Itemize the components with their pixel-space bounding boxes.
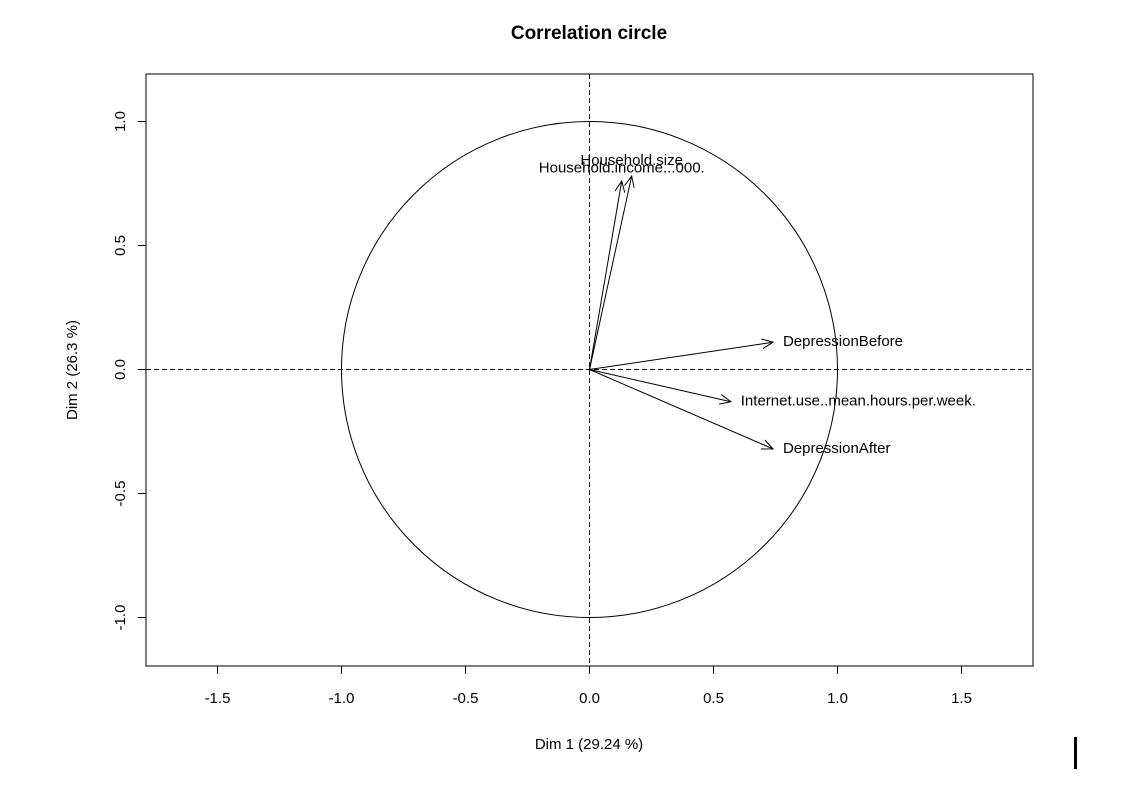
- variable-label: Household.size: [580, 152, 683, 169]
- x-axis-label: Dim 1 (29.24 %): [535, 736, 643, 753]
- arrow-shaft: [589, 341, 774, 370]
- x-tick-label: -1.0: [329, 690, 355, 707]
- arrow-shaft: [589, 175, 633, 370]
- variable-label: Internet.use..mean.hours.per.week.: [741, 393, 976, 410]
- arrow-shaft: [589, 369, 774, 450]
- arrow-head: [761, 338, 775, 350]
- y-tick-label: 1.0: [112, 111, 129, 132]
- x-tick-label: -1.5: [205, 690, 231, 707]
- arrow-head: [624, 174, 635, 188]
- y-axis-ticks: -1.0 -0.5 0.0 0.5 1.0: [112, 111, 146, 630]
- variable-label: DepressionBefore: [783, 333, 903, 350]
- x-tick-label: 0.0: [579, 690, 600, 707]
- chart-title: Correlation circle: [511, 23, 667, 44]
- arrow-shaft: [589, 180, 623, 370]
- y-tick-label: 0.5: [112, 235, 129, 256]
- variable-label: DepressionAfter: [783, 440, 891, 457]
- x-tick-label: 0.5: [703, 690, 724, 707]
- x-tick-label: 1.5: [951, 690, 972, 707]
- arrow-head: [614, 179, 626, 193]
- x-tick-label: -0.5: [453, 690, 479, 707]
- arrow-shaft: [589, 369, 731, 403]
- x-axis-ticks: -1.5 -1.0 -0.5 0.0 0.5 1.0 1.5: [205, 666, 972, 707]
- arrow-head: [761, 439, 775, 450]
- variable-label: Household.income...000.: [539, 160, 705, 177]
- arrow-head: [718, 394, 733, 405]
- y-tick-label: 0.0: [112, 359, 129, 380]
- y-axis-label: Dim 2 (26.3 %): [64, 320, 81, 420]
- y-tick-label: -1.0: [112, 605, 129, 631]
- text-cursor: [1074, 737, 1077, 769]
- x-tick-label: 1.0: [827, 690, 848, 707]
- y-tick-label: -0.5: [112, 481, 129, 507]
